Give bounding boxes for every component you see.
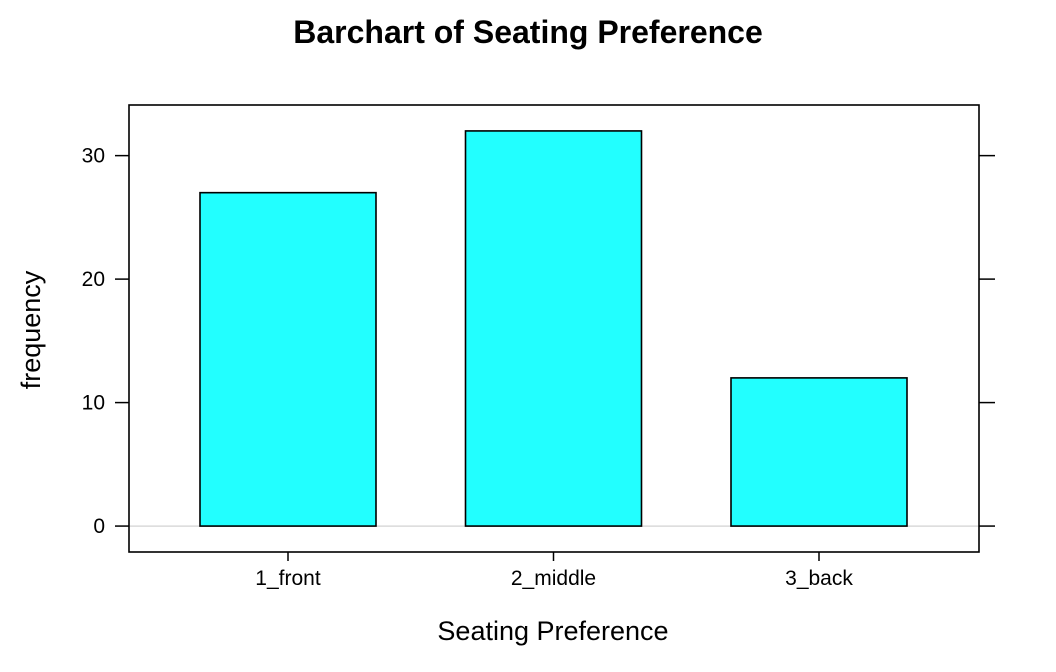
y-tick-label-30: 30 — [82, 145, 105, 168]
bar-3_back — [730, 377, 908, 527]
plot-area: 1_front 2_middle 3_back 0 10 20 30 — [82, 104, 995, 590]
x-tick-label-3_back: 3_back — [785, 567, 853, 590]
x-tick-label-2_middle: 2_middle — [511, 567, 596, 590]
plot-frame — [128, 104, 980, 553]
x-axis-label: Seating Preference — [437, 616, 668, 646]
y-tick-label-20: 20 — [82, 268, 105, 291]
y-tick-label-10: 10 — [82, 392, 105, 415]
x-tick-label-1_front: 1_front — [255, 567, 321, 590]
y-axis-label: frequency — [16, 270, 46, 389]
bar-1_front — [199, 191, 377, 527]
bar-2_middle — [464, 130, 643, 527]
y-tick-label-0: 0 — [93, 515, 105, 538]
chart-title: Barchart of Seating Preference — [293, 14, 763, 50]
